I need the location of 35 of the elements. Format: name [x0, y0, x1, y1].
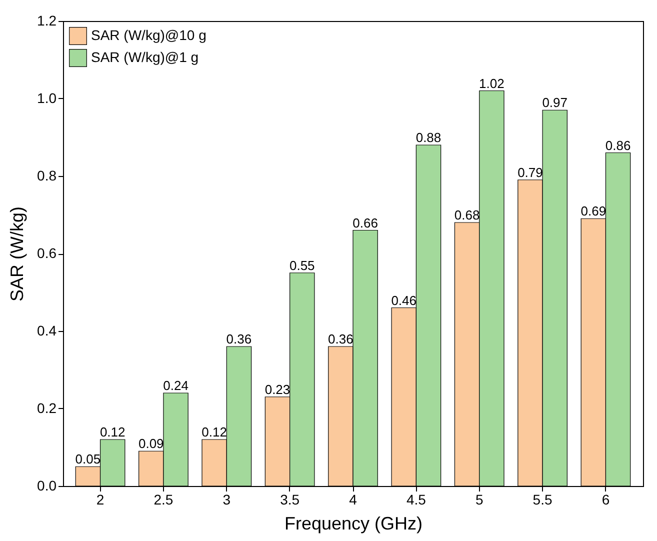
x-tick-label: 5 [475, 492, 484, 508]
data-label: 0.66 [352, 215, 378, 230]
data-label: 0.97 [542, 95, 568, 110]
y-tick-label: 0.4 [37, 322, 57, 338]
x-axis-title: Frequency (GHz) [284, 514, 423, 534]
data-label: 0.69 [580, 204, 606, 219]
data-label: 0.88 [416, 130, 442, 145]
data-label: 0.23 [264, 382, 290, 397]
x-tick-label: 3 [222, 492, 231, 508]
data-label: 0.86 [605, 138, 631, 153]
legend-label: SAR (W/kg)@1 g [91, 49, 199, 65]
legend-label: SAR (W/kg)@10 g [91, 27, 206, 43]
y-tick-label: 1.2 [37, 12, 57, 28]
data-label: 0.55 [289, 258, 315, 273]
data-label: 0.46 [391, 292, 417, 308]
y-tick-label: 0.6 [37, 245, 57, 261]
x-tick-label: 6 [602, 492, 610, 508]
x-tick-label: 4 [349, 492, 358, 508]
data-label: 0.12 [100, 424, 126, 440]
data-label: 0.79 [518, 164, 543, 180]
data-label: 0.12 [202, 424, 227, 440]
y-axis-title: SAR (W/kg) [7, 206, 28, 302]
data-label: 0.36 [226, 332, 252, 346]
y-tick-label: 0.8 [37, 168, 57, 184]
x-tick-label: 5.5 [532, 492, 552, 508]
data-label: 0.05 [75, 452, 101, 467]
data-label: 0.24 [163, 378, 188, 393]
y-tick-label: 1.0 [37, 90, 57, 106]
x-tick-label: 2 [96, 492, 104, 508]
y-tick-label: 0.2 [37, 400, 57, 416]
data-label: 1.02 [479, 76, 504, 91]
y-tick-label: 0.0 [37, 478, 57, 494]
x-tick-label: 2.5 [154, 492, 174, 508]
x-tick-label: 4.5 [406, 492, 426, 508]
x-tick-label: 3.5 [280, 492, 300, 508]
